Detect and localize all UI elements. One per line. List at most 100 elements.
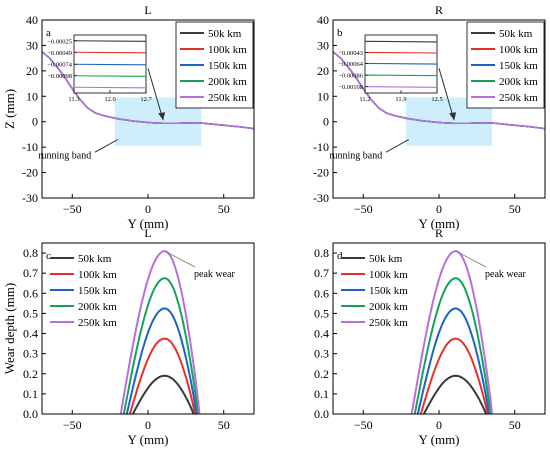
inset-line-150k-km	[364, 62, 438, 65]
inset-x-tick-label: 11.2	[359, 96, 370, 103]
inset-y-tick-label: −0.00025	[47, 38, 72, 45]
y-tick-label: -10	[313, 140, 329, 154]
panel-title: R	[435, 226, 443, 240]
x-tick-label: 0	[436, 418, 442, 432]
running-band-pointer	[385, 139, 409, 153]
inset-arrow-head	[158, 112, 166, 121]
x-tick-label: 50	[218, 202, 230, 216]
legend-label: 100k km	[499, 44, 538, 56]
profile-line-250k-km	[333, 51, 545, 130]
y-tick-label: 40	[26, 13, 38, 27]
legend-label: 150k km	[499, 60, 538, 72]
legend-label: 150k km	[78, 285, 117, 297]
inset-x-tick-label: 12.0	[104, 96, 115, 103]
inset-x-tick-label: 11.9	[395, 96, 406, 103]
y-tick-label: -20	[22, 166, 38, 180]
inset-y-tick-label: −0.00108	[338, 84, 363, 91]
y-tick-label: 0.6	[23, 286, 38, 300]
y-axis-label: Wear depth (mm)	[2, 283, 17, 374]
panel-d: Rd 0.0 0.1 0.2 0.3 0.4 0.5 0.6 0.7 0.8 −50 0 50 Y (mm…	[314, 226, 546, 447]
panel-title: L	[144, 3, 151, 17]
y-tick-label: 0.8	[23, 246, 38, 260]
legend-label: 100k km	[208, 44, 247, 56]
inset-y-tick-label: −0.00049	[47, 50, 72, 57]
y-tick-label: 0.2	[314, 367, 329, 381]
panel-letter: d	[337, 250, 343, 262]
legend-label: 50k km	[208, 28, 242, 40]
x-axis-label: Y (mm)	[127, 432, 168, 447]
legend-label: 150k km	[369, 285, 408, 297]
peak-wear-label: peak wear	[194, 269, 235, 280]
legend-label: 100k km	[369, 269, 408, 281]
inset-line-150k-km	[73, 63, 147, 66]
y-tick-label: 0.4	[23, 327, 38, 341]
inset-line-250k-km	[73, 86, 147, 89]
x-tick-label: −50	[354, 202, 373, 216]
legend-label: 250k km	[208, 92, 247, 104]
inset-line-50k-km	[364, 40, 438, 43]
y-tick-label: 20	[26, 64, 38, 78]
y-tick-label: -20	[313, 166, 329, 180]
y-tick-label: 0.1	[23, 387, 38, 401]
x-tick-label: 50	[509, 418, 521, 432]
legend: 50k km 100k km 150k km 200k km 250k km	[175, 21, 254, 109]
y-tick-label: 0.3	[23, 347, 38, 361]
legend-label: 250k km	[499, 92, 538, 104]
panel-letter: b	[337, 27, 343, 39]
wear-curve-200k-km	[413, 277, 492, 414]
wear-curve-50k-km	[423, 374, 487, 414]
x-tick-label: 0	[145, 418, 151, 432]
legend-label: 50k km	[369, 253, 403, 265]
y-tick-label: 0.1	[314, 387, 329, 401]
x-tick-label: 0	[436, 202, 442, 216]
wear-curve-150k-km	[125, 307, 198, 414]
panel-letter: a	[46, 27, 51, 39]
panel-a: La -30 -20 -10 0 10 20 30 40 −50 0 50 Y (mm) Z (mm) ru…	[2, 3, 255, 231]
inset-line-200k-km	[364, 74, 438, 77]
y-tick-label: 0.5	[23, 306, 38, 320]
panel-b: Rb -30 -20 -10 0 10 20 30 40 −50 0 50 Y (mm) running …	[313, 3, 546, 231]
y-tick-label: 0.0	[23, 407, 38, 421]
inset-x-tick-label: 11.3	[68, 96, 79, 103]
y-tick-label: -10	[22, 140, 38, 154]
legend-label: 250k km	[369, 317, 408, 329]
x-axis-label: Y (mm)	[127, 216, 168, 231]
y-tick-label: 30	[317, 38, 329, 52]
inset: −0.00043 −0.00064 −0.00086 −0.00108 11.2 11.9…	[338, 34, 443, 103]
legend: 50k km 100k km 150k km 200k km 250k km	[341, 253, 408, 329]
inset-y-tick-label: −0.00064	[338, 61, 364, 68]
peak-wear-pointer	[164, 250, 196, 268]
panel-title: L	[144, 226, 151, 240]
plot-area	[410, 249, 493, 414]
legend-label: 50k km	[499, 28, 533, 40]
x-tick-label: 0	[145, 202, 151, 216]
legend-label: 250k km	[78, 317, 117, 329]
legend-label: 100k km	[78, 269, 117, 281]
running-band-pointer	[94, 139, 118, 153]
inset-x-tick-label: 12.5	[431, 96, 442, 103]
x-tick-label: −50	[63, 418, 82, 432]
x-tick-label: 50	[218, 418, 230, 432]
x-tick-label: −50	[354, 418, 373, 432]
wear-curve-100k-km	[128, 337, 196, 414]
inset-y-tick-label: −0.00098	[47, 73, 72, 80]
legend: 50k km 100k km 150k km 200k km 250k km	[50, 253, 117, 329]
y-tick-label: 40	[317, 13, 329, 27]
profile-line-250k-km	[42, 51, 254, 130]
peak-wear-pointer	[455, 250, 487, 268]
y-tick-label: 0.6	[314, 286, 329, 300]
legend-label: 50k km	[78, 253, 112, 265]
inset-x-tick-label: 12.7	[140, 96, 152, 103]
x-tick-label: 50	[509, 202, 521, 216]
plot-frame	[41, 242, 255, 415]
running-band-label: running band	[38, 151, 91, 162]
inset-y-tick-label: −0.00074	[47, 62, 73, 69]
running-band-label: running band	[329, 151, 382, 162]
plot-frame	[41, 19, 255, 199]
inset-line-50k-km	[73, 40, 147, 42]
legend-label: 200k km	[208, 76, 247, 88]
plot-frame	[332, 19, 546, 199]
y-tick-label: -30	[313, 191, 329, 205]
legend-label: 150k km	[208, 60, 247, 72]
panel-title: R	[435, 3, 443, 17]
